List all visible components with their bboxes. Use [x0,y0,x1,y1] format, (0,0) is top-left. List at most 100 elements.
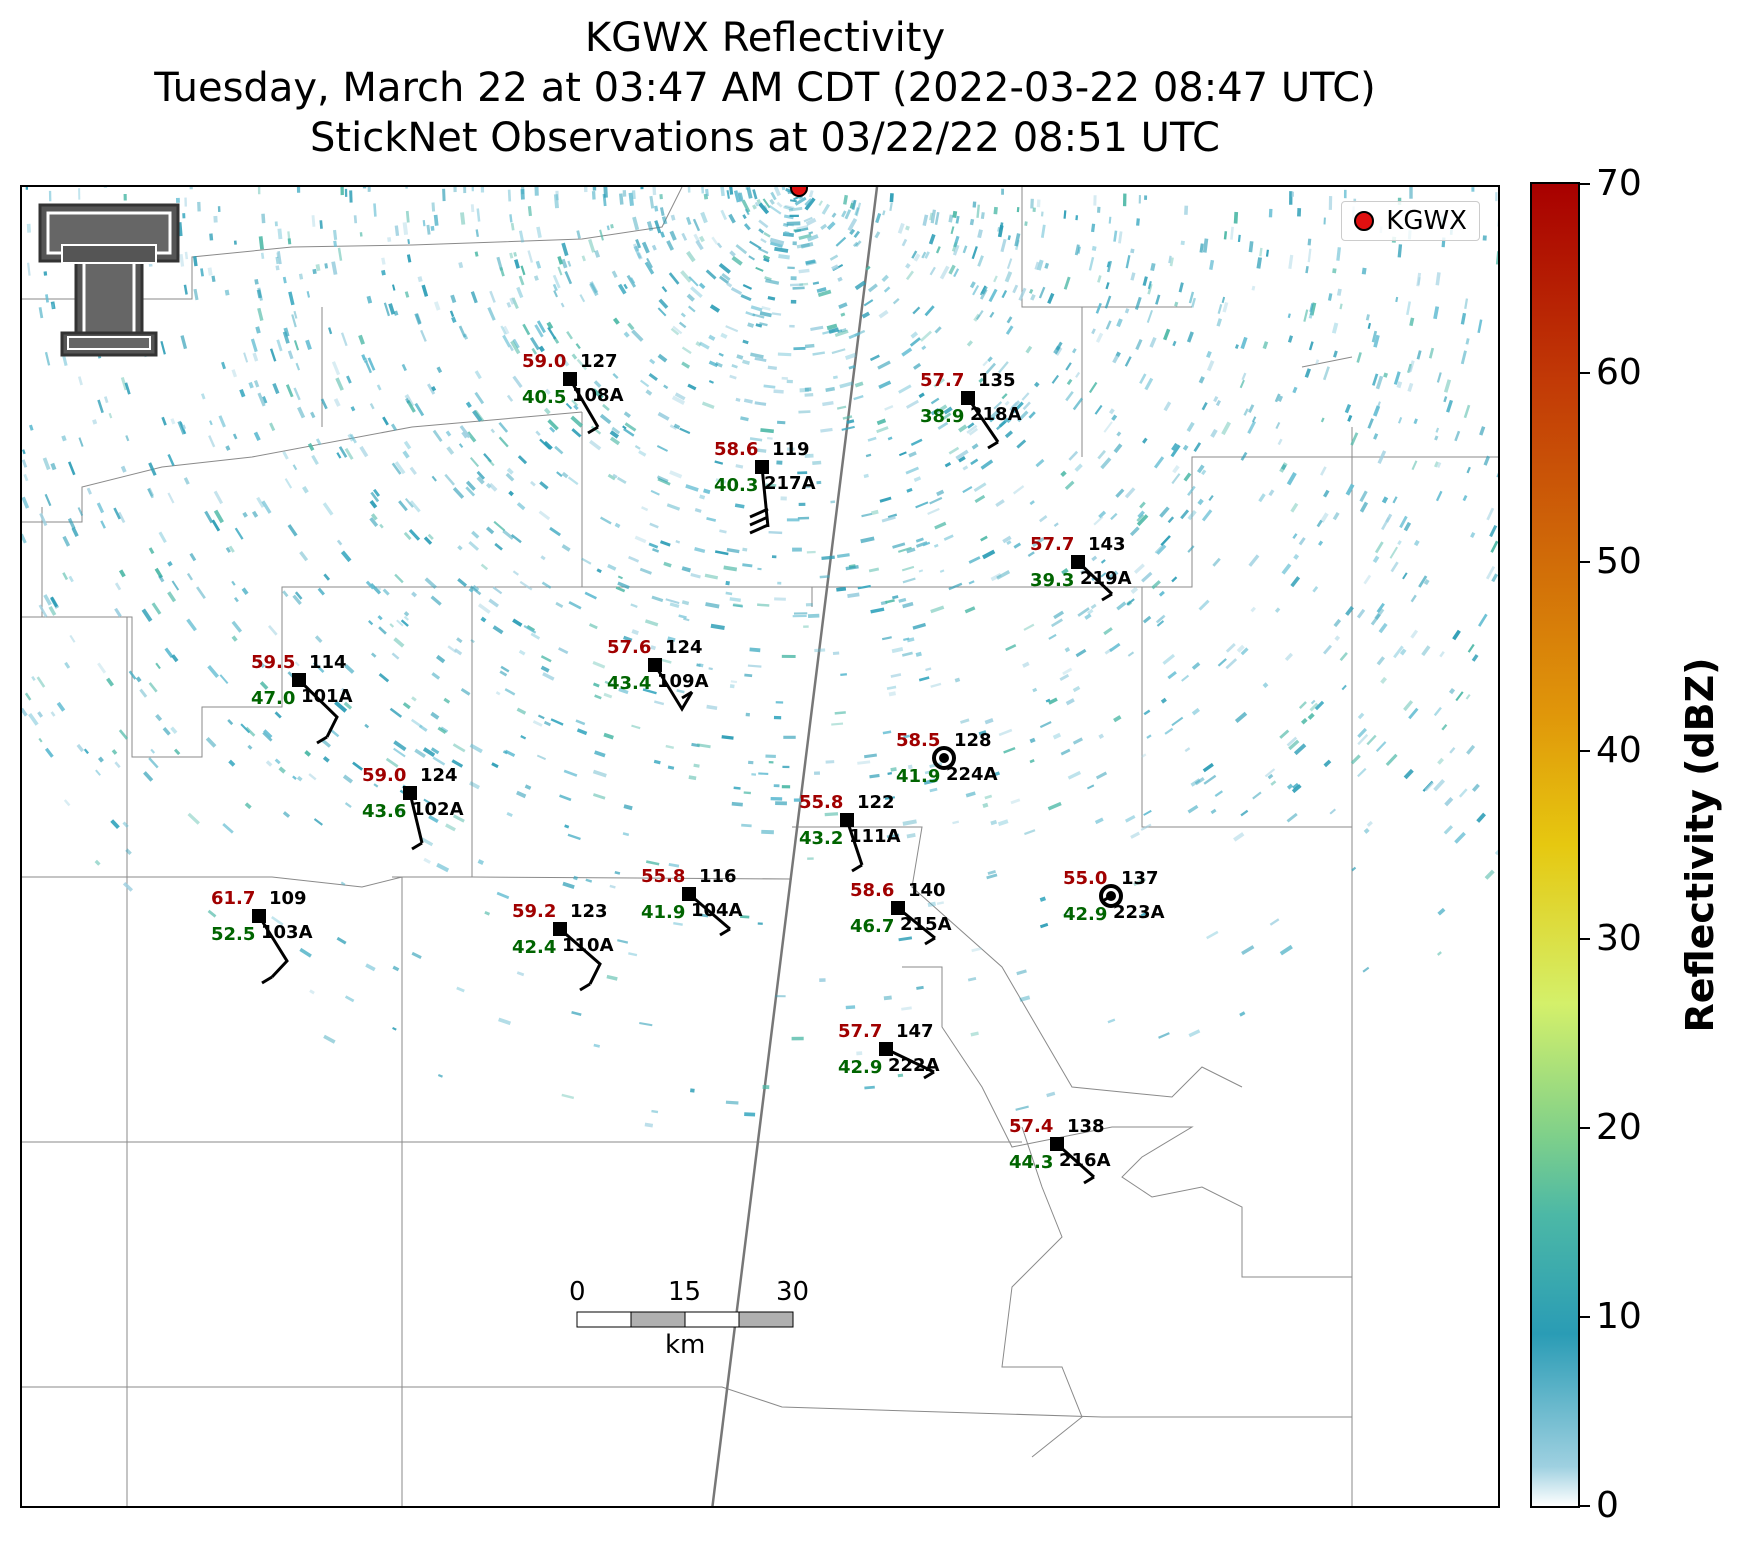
echo-gate [1274,393,1281,403]
echo-gate [378,626,387,635]
echo-gate [874,231,881,239]
echo-gate [861,512,873,518]
echo-gate [453,187,457,193]
echo-gate [1345,483,1355,496]
echo-gate [590,425,602,435]
echo-gate [1233,832,1245,842]
echo-gate [411,951,422,959]
echo-gate [470,638,475,644]
echo-gate [567,260,572,267]
radar-map[interactable]: 59.0 127 40.5 108A 57.7 135 38.9 218A 58.6 119 40.… [20,185,1500,1508]
echo-gate [502,334,512,348]
echo-gate [1332,268,1337,274]
kgwx-radar-marker[interactable] [790,187,808,197]
echo-gate [1359,501,1369,513]
echo-gate [1197,498,1204,506]
radar-radial-line [711,187,879,1506]
echo-gate [1284,652,1294,662]
echo-gate [389,623,395,628]
echo-gate [834,711,846,715]
echo-gate [1142,276,1148,287]
echo-gate [1240,809,1249,817]
echo-gate [936,489,945,497]
echo-gate [703,488,711,495]
echo-gate [565,402,573,410]
echo-gate [391,652,400,660]
echo-gate [460,687,471,696]
echo-gate [462,333,469,340]
echo-gate [282,276,287,284]
echo-gate [148,682,158,693]
echo-gate [1286,471,1297,486]
echo-gate [1028,411,1036,419]
echo-gate [245,726,256,737]
chart-subtitle-obs: StickNet Observations at 03/22/22 08:51 … [310,115,1220,161]
station-id: 110A [562,935,614,956]
echo-gate [1320,417,1325,423]
echo-gate [292,775,297,780]
echo-gate [148,547,155,555]
echo-gate [457,578,468,587]
echo-gate [1361,267,1367,275]
echo-gate [1141,571,1153,583]
echo-gate [730,286,743,296]
station-temp: 58.6 [714,439,758,460]
echo-gate [540,655,552,663]
echo-gate [657,477,671,486]
echo-gate [715,361,723,368]
echo-gate [500,325,507,335]
echo-gate [555,190,559,201]
echo-gate [803,485,811,489]
echo-gate [674,392,686,401]
station-id: 217A [764,473,816,494]
echo-gate [1258,493,1266,503]
echo-gate [867,283,878,293]
calm-wind-circle [1099,884,1123,908]
echo-gate [796,224,809,230]
echo-gate [516,286,524,299]
echo-gate [1478,613,1488,627]
echo-gate [962,465,969,471]
echo-gate [141,608,153,622]
echo-gate [628,952,638,957]
echo-gate [798,502,806,507]
echo-gate [889,193,894,203]
echo-gate [930,605,945,614]
echo-gate [1482,235,1487,241]
echo-gate [78,437,84,447]
echo-gate [1288,254,1294,269]
station-dewpoint: 40.3 [714,475,758,496]
station-marker [292,673,306,687]
wind-barb-flag [987,440,999,450]
echo-gate [106,677,114,687]
station-temp: 61.7 [211,888,255,909]
echo-gate [654,205,659,212]
echo-gate [645,389,653,396]
echo-gate [340,687,351,697]
echo-gate [1198,376,1205,384]
echo-gate [744,208,750,216]
echo-gate [476,476,485,485]
echo-gate [1047,292,1055,304]
echo-gate [331,261,338,275]
station-temp: 58.5 [896,730,940,751]
echo-gate [867,436,877,442]
echo-gate [754,401,767,406]
echo-gate [816,480,822,485]
